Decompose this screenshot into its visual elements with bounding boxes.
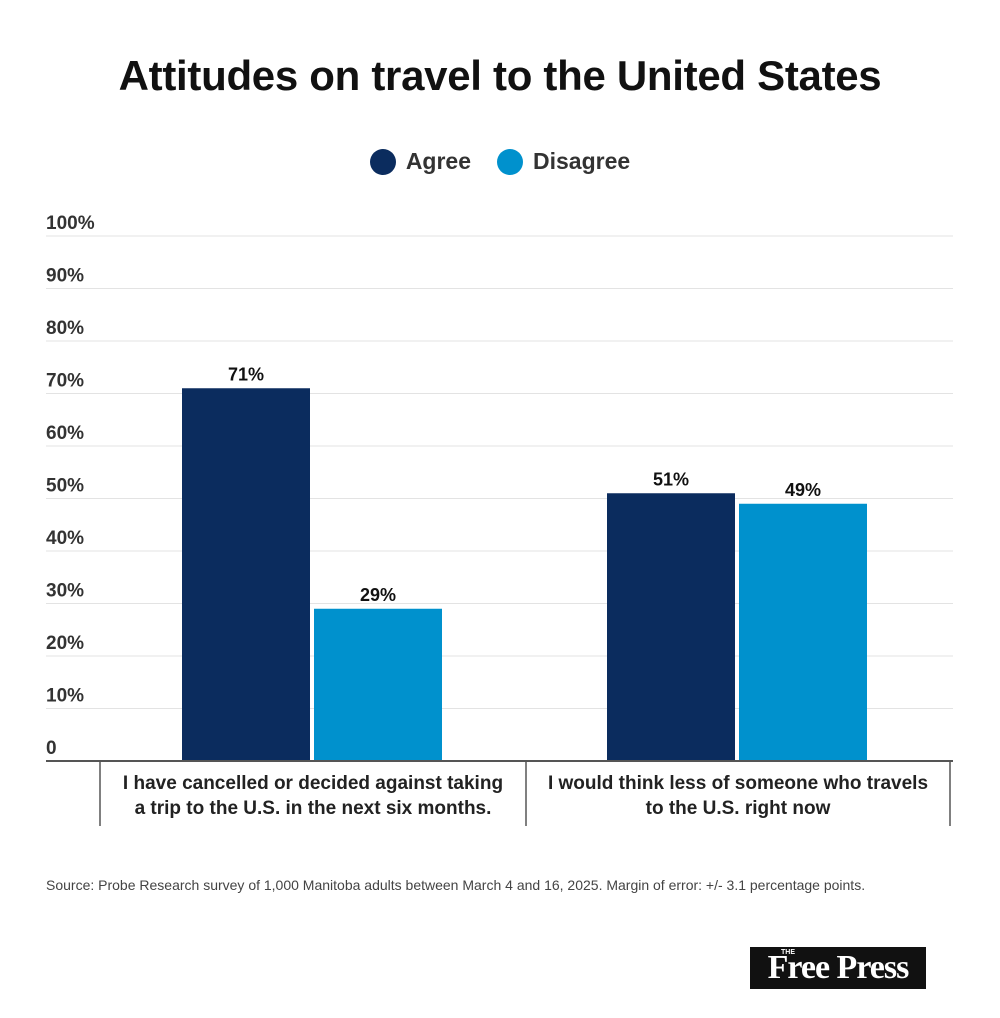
y-tick-label: 100% bbox=[46, 213, 95, 234]
bar-chart: 0 10% 20% 30% 40% 50% 60% 70% 80% 90% 100% 71% 51% 29… bbox=[46, 213, 953, 826]
bar-disagree-2 bbox=[739, 503, 867, 761]
legend: Agree Disagree bbox=[0, 148, 1000, 175]
legend-swatch-agree bbox=[369, 148, 396, 175]
y-tick-label: 10% bbox=[46, 686, 84, 707]
data-label: 71% bbox=[228, 364, 264, 384]
data-label: 29% bbox=[360, 585, 396, 605]
bar-disagree-1 bbox=[314, 608, 442, 761]
x-category-label: a trip to the U.S. in the next six month… bbox=[135, 798, 492, 819]
x-category-label: I would think less of someone who travel… bbox=[548, 773, 928, 794]
bar-agree-2 bbox=[607, 493, 735, 761]
legend-item-agree: Agree bbox=[369, 148, 472, 175]
y-tick-label: 30% bbox=[46, 581, 84, 602]
chart-title: Attitudes on travel to the United States bbox=[118, 52, 882, 99]
legend-item-disagree: Disagree bbox=[497, 148, 630, 175]
y-tick-label: 50% bbox=[46, 476, 84, 497]
x-category-label: I have cancelled or decided against taki… bbox=[123, 773, 503, 794]
legend-label-disagree: Disagree bbox=[533, 148, 631, 174]
legend-swatch-disagree bbox=[497, 148, 524, 175]
y-tick-label: 40% bbox=[46, 528, 84, 549]
y-tick-label: 0 bbox=[46, 738, 57, 759]
y-tick-label: 60% bbox=[46, 423, 84, 444]
y-tick-label: 80% bbox=[46, 318, 84, 339]
x-category-label: to the U.S. right now bbox=[646, 798, 831, 819]
y-tick-label: 20% bbox=[46, 633, 84, 654]
logo-text: Free Press bbox=[767, 949, 910, 986]
y-tick-label: 90% bbox=[46, 266, 84, 287]
data-label: 49% bbox=[785, 480, 821, 500]
legend-label-agree: Agree bbox=[405, 148, 472, 174]
bar-agree-1 bbox=[182, 388, 310, 761]
data-label: 51% bbox=[653, 469, 689, 489]
y-tick-label: 70% bbox=[46, 371, 84, 392]
free-press-logo: Free Press bbox=[750, 947, 926, 989]
source-note: Source: Probe Research survey of 1,000 M… bbox=[46, 877, 866, 893]
logo-small-text: THE bbox=[781, 949, 795, 956]
